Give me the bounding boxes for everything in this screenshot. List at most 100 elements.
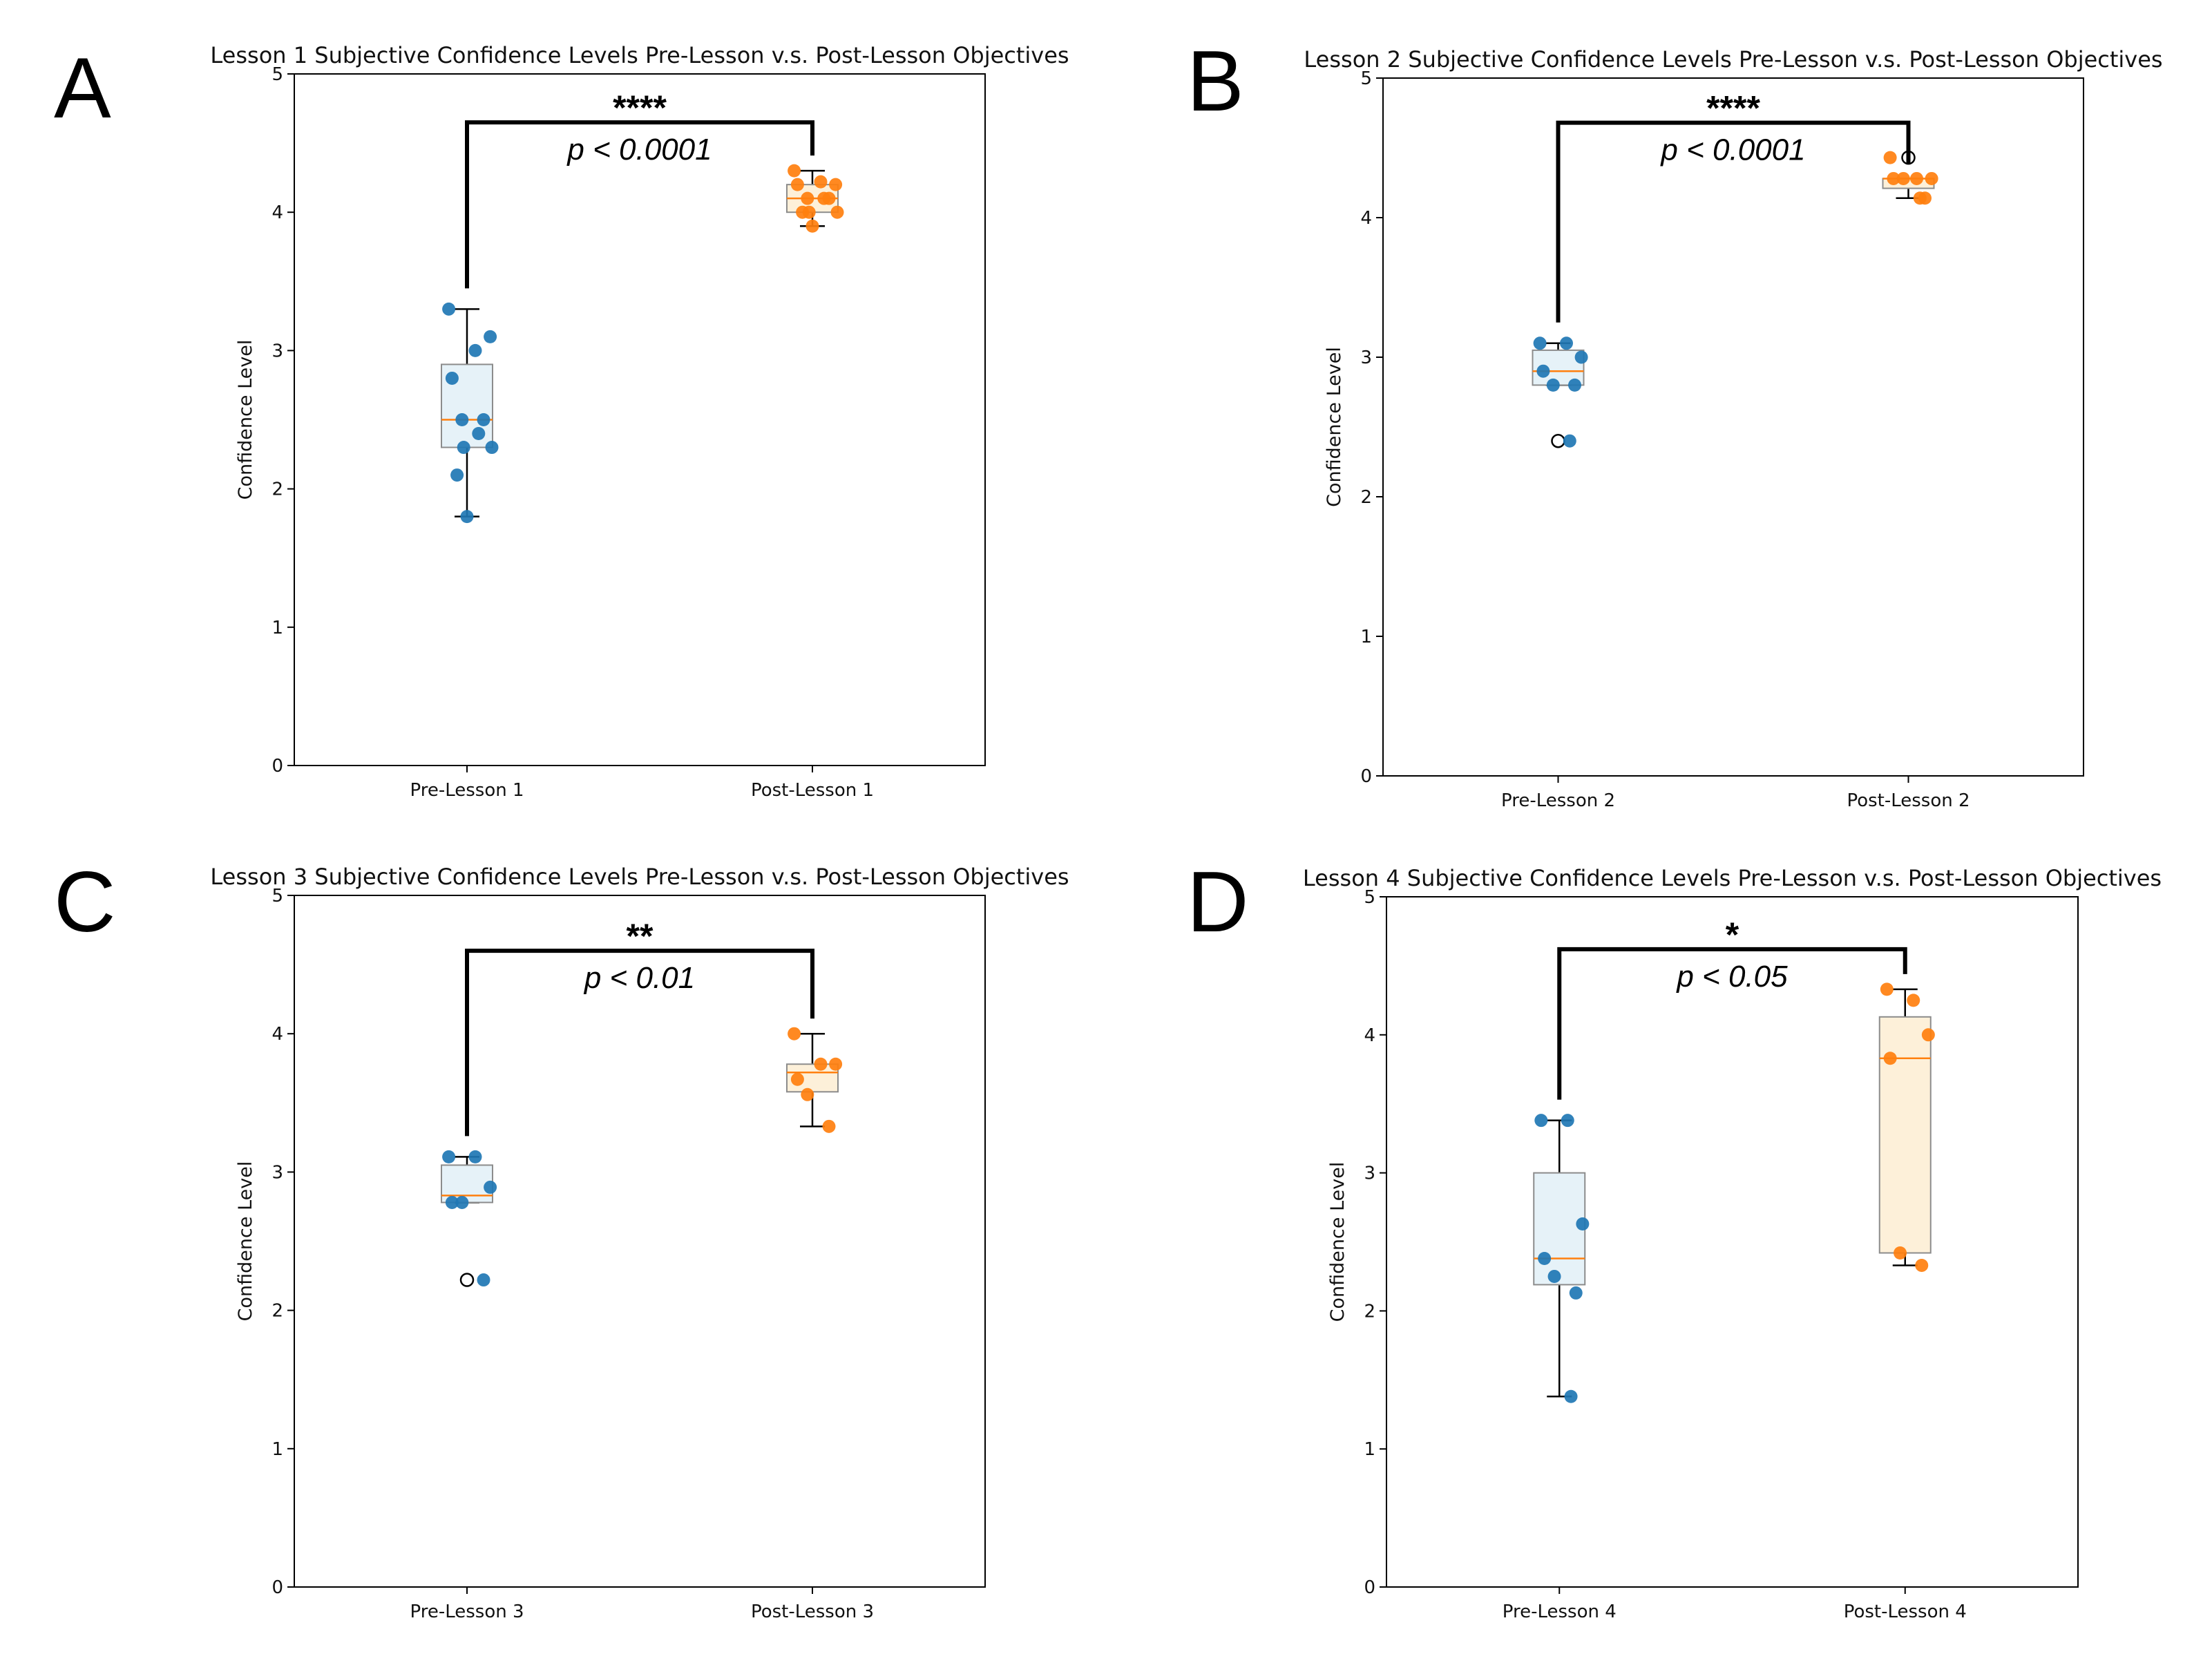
panel-letter: B <box>1187 34 1244 129</box>
data-point-pre <box>1533 336 1547 350</box>
data-point-pre <box>457 441 470 455</box>
data-point-post <box>1907 994 1920 1007</box>
outlier-marker <box>1551 433 1565 448</box>
y-tick-label: 5 <box>1360 68 1372 89</box>
y-tick-label: 4 <box>1360 208 1372 229</box>
y-tick-label: 1 <box>271 618 283 638</box>
chart-title: Lesson 3 Subjective Confidence Levels Pr… <box>210 864 1069 890</box>
y-tick-label: 0 <box>271 1577 283 1598</box>
chart-panel-d: D Lesson 4 Subjective Confidence Levels P… <box>1187 855 2162 1622</box>
data-point-pre <box>450 468 464 482</box>
data-point-pre <box>1538 1251 1552 1265</box>
p-value-label: p < 0.0001 <box>1659 133 1805 167</box>
p-value-label: p < 0.01 <box>583 961 695 995</box>
y-tick-label: 5 <box>1364 887 1375 908</box>
significance-stars: **** <box>613 88 667 127</box>
plot-frame <box>1382 77 2084 777</box>
significance-bracket <box>465 949 814 1137</box>
y-tick-label: 4 <box>271 202 283 223</box>
y-tick-label: 3 <box>271 341 283 361</box>
data-point-post <box>830 205 844 219</box>
y-axis-label: Confidence Level <box>235 340 256 500</box>
y-tick-label: 2 <box>1364 1301 1375 1322</box>
data-point-pre <box>1574 350 1588 364</box>
data-point-post <box>805 219 819 233</box>
chart-panel-c: C Lesson 3 Subjective Confidence Levels P… <box>54 855 1069 1622</box>
data-point-post <box>1880 982 1894 996</box>
y-tick-label: 3 <box>271 1162 283 1183</box>
data-point-pre <box>445 1195 459 1209</box>
significance-stars: **** <box>1706 89 1760 128</box>
y-tick-label: 4 <box>271 1024 283 1045</box>
data-point-pre <box>1547 1269 1561 1283</box>
data-point-pre <box>1561 1114 1574 1128</box>
chart-title: Lesson 1 Subjective Confidence Levels Pr… <box>210 42 1069 68</box>
data-point-post <box>1925 171 1938 185</box>
plot-frame <box>294 895 986 1588</box>
data-point-pre <box>468 1150 482 1163</box>
data-point-post <box>1913 191 1927 205</box>
data-point-post <box>1887 171 1900 185</box>
significance-bracket <box>465 120 814 289</box>
data-point-post <box>790 178 804 191</box>
data-point-pre <box>1536 364 1550 378</box>
data-point-pre <box>455 1195 469 1209</box>
data-point-post <box>1915 1258 1929 1272</box>
chart-title: Lesson 4 Subjective Confidence Levels Pr… <box>1303 865 2162 891</box>
panel-letter: C <box>54 855 116 950</box>
data-point-post <box>790 1072 804 1086</box>
data-point-post <box>788 1027 801 1040</box>
significance-bracket <box>1557 947 1907 1100</box>
chart-panel-a: A Lesson 1 Subjective Confidence Levels P… <box>54 41 1069 801</box>
x-tick-label: Post-Lesson 3 <box>751 1602 874 1622</box>
data-point-pre <box>1564 1389 1578 1403</box>
data-point-pre <box>460 510 474 524</box>
data-point-post <box>817 191 831 205</box>
y-tick-label: 0 <box>271 756 283 777</box>
data-point-post <box>1883 151 1897 164</box>
box-post <box>1878 1016 1932 1254</box>
significance-bracket <box>1556 120 1911 323</box>
y-tick-label: 3 <box>1364 1163 1375 1184</box>
p-value-label: p < 0.0001 <box>566 133 712 167</box>
significance-stars: ** <box>627 917 654 956</box>
y-tick-label: 1 <box>1364 1439 1375 1460</box>
data-point-pre <box>484 1180 497 1194</box>
x-tick-label: Pre-Lesson 4 <box>1503 1602 1617 1622</box>
data-point-pre <box>442 302 456 316</box>
y-tick-label: 5 <box>271 64 283 85</box>
data-point-post <box>1921 1028 1935 1042</box>
data-point-pre <box>455 413 469 426</box>
x-tick-label: Pre-Lesson 2 <box>1501 790 1615 811</box>
p-value-label: p < 0.05 <box>1675 960 1788 994</box>
y-tick-label: 4 <box>1364 1025 1375 1046</box>
data-point-post <box>796 205 810 219</box>
y-tick-label: 5 <box>271 886 283 906</box>
panel-letter: D <box>1187 855 1249 950</box>
x-tick-label: Pre-Lesson 3 <box>410 1602 524 1622</box>
data-point-post <box>822 1119 836 1133</box>
data-point-pre <box>1568 378 1581 392</box>
data-point-pre <box>1534 1114 1548 1128</box>
data-point-pre <box>485 441 499 455</box>
y-axis-label: Confidence Level <box>1327 1162 1348 1322</box>
data-point-pre <box>445 371 459 385</box>
data-point-pre <box>442 1150 456 1163</box>
outlier-marker <box>459 1273 475 1287</box>
data-point-pre <box>472 427 486 441</box>
y-tick-label: 0 <box>1364 1577 1375 1598</box>
plot-frame <box>1386 896 2079 1588</box>
data-point-post <box>801 1087 814 1101</box>
plot-frame <box>294 73 986 766</box>
data-point-pre <box>1576 1217 1590 1231</box>
y-tick-label: 1 <box>1360 627 1372 647</box>
data-point-post <box>1894 1246 1907 1260</box>
data-point-post <box>814 1057 828 1071</box>
chart-panel-b: B Lesson 2 Subjective Confidence Levels P… <box>1187 34 2163 811</box>
data-point-post <box>829 1057 843 1071</box>
x-tick-label: Pre-Lesson 1 <box>410 780 524 801</box>
data-point-post <box>788 164 801 178</box>
data-point-pre <box>1563 434 1576 448</box>
data-point-post <box>801 191 814 205</box>
